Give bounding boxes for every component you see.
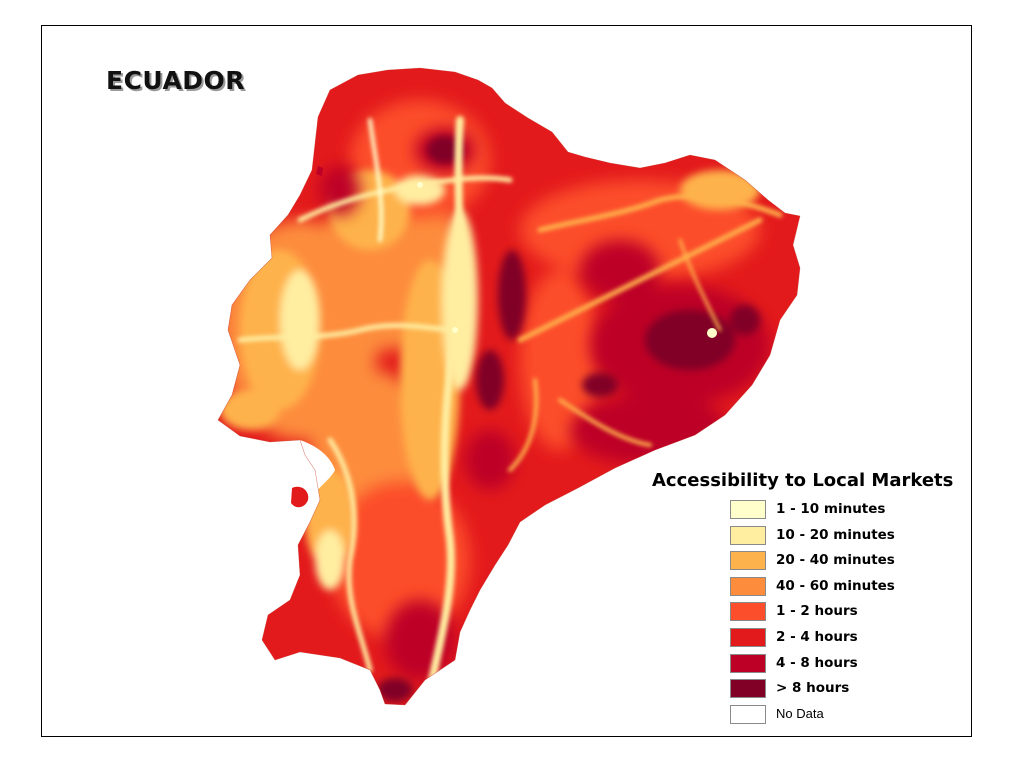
- legend-swatch: [730, 551, 766, 571]
- legend-label: > 8 hours: [776, 680, 850, 697]
- legend-label: 1 - 10 minutes: [776, 501, 886, 517]
- legend-label: 40 - 60 minutes: [776, 577, 895, 594]
- legend-swatch: [730, 653, 766, 673]
- legend-swatch: [730, 679, 766, 699]
- legend-swatch: [730, 704, 766, 724]
- legend-label: 10 - 20 minutes: [776, 526, 895, 543]
- legend-swatch: [730, 602, 766, 622]
- legend-label: No Data: [776, 705, 824, 721]
- legend-label: 4 - 8 hours: [776, 654, 858, 671]
- map-title: ECUADOR: [106, 66, 246, 95]
- legend-swatch: [730, 525, 766, 545]
- legend-title: Accessibility to Local Markets: [652, 470, 954, 491]
- legend-label: 1 - 2 hours: [776, 603, 858, 620]
- legend-swatch: [730, 576, 766, 596]
- legend-label: 2 - 4 hours: [776, 628, 858, 645]
- legend-swatch: [730, 500, 766, 519]
- puna-island: [291, 486, 309, 508]
- legend-swatch: [730, 627, 766, 647]
- legend: Accessibility to Local Markets 1 - 10 mi…: [652, 470, 970, 724]
- legend-label: 20 - 40 minutes: [776, 552, 895, 569]
- accessibility-raster: [218, 68, 800, 705]
